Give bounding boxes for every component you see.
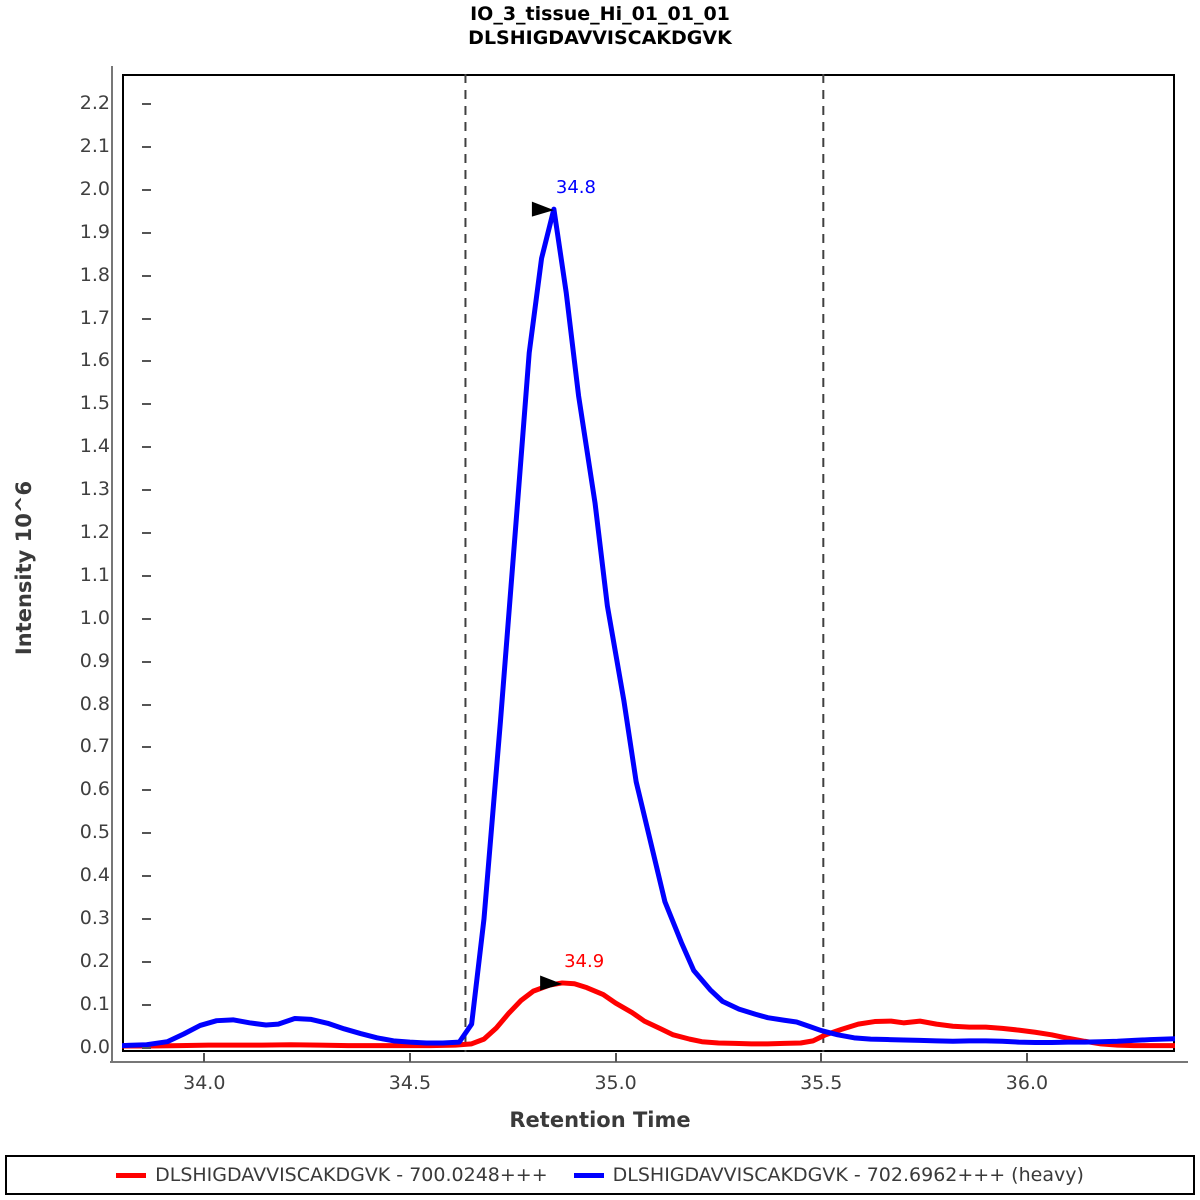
peptide-sequence-title: DLSHIGDAVVISCAKDGVK	[468, 27, 732, 49]
y-tick-label: 1.7	[79, 306, 110, 329]
y-tick-mark	[142, 789, 151, 792]
legend-label-light: DLSHIGDAVVISCAKDGVK - 700.0248+++	[155, 1164, 548, 1186]
y-tick-label: 1.3	[79, 478, 110, 501]
y-axis-label: Intensity 10^6	[12, 480, 36, 656]
x-tick-label: 34.0	[183, 1072, 226, 1094]
y-tick-label: 1.9	[79, 220, 110, 243]
y-tick-mark	[142, 746, 151, 749]
y-tick-label: 1.0	[79, 606, 110, 629]
plot-area-frame	[122, 74, 1175, 1052]
y-tick-mark	[142, 617, 151, 620]
y-tick-mark	[142, 188, 151, 191]
y-tick-label: 0.9	[79, 649, 110, 672]
y-tick-mark	[142, 832, 151, 835]
y-tick-label: 2.2	[79, 92, 110, 115]
peak-apex-marker-heavy[interactable]	[531, 201, 554, 217]
x-axis-spine	[110, 1061, 1188, 1063]
x-tick-label: 36.0	[1005, 1072, 1049, 1094]
y-tick-mark	[142, 360, 151, 363]
page-title: IO_3_tissue_Hi_01_01_01	[470, 3, 730, 25]
y-tick-mark	[142, 960, 151, 963]
y-tick-label: 1.4	[79, 435, 110, 458]
y-tick-label: 2.0	[79, 177, 110, 200]
y-tick-label: 1.8	[79, 263, 110, 286]
y-tick-label: 1.5	[79, 392, 110, 415]
y-tick-mark	[142, 274, 151, 277]
x-tick-mark	[408, 1053, 411, 1062]
y-tick-mark	[142, 574, 151, 577]
y-tick-mark	[142, 1003, 151, 1006]
y-tick-mark	[142, 317, 151, 320]
y-tick-label: 1.2	[79, 520, 110, 543]
y-tick-label: 0.8	[79, 692, 110, 715]
chart-titles: IO_3_tissue_Hi_01_01_01 DLSHIGDAVVISCAKD…	[0, 2, 1200, 50]
y-tick-mark	[142, 489, 151, 492]
y-tick-mark	[142, 875, 151, 878]
legend-color-swatch-light	[116, 1172, 147, 1178]
y-tick-label: 0.6	[79, 778, 110, 801]
trace-line-heavy[interactable]	[122, 206, 1175, 1049]
x-tick-label: 34.5	[388, 1072, 432, 1094]
x-tick-label: 35.5	[800, 1072, 843, 1094]
y-tick-mark	[142, 531, 151, 534]
y-tick-label: 1.1	[79, 563, 110, 586]
y-tick-label: 0.7	[79, 735, 110, 758]
trace-line-light[interactable]	[122, 980, 1175, 1049]
y-tick-mark	[142, 403, 151, 406]
plot-canvas	[122, 74, 1175, 1052]
peak-retention-time-label-light: 34.9	[564, 950, 605, 972]
peak-retention-time-label-heavy: 34.8	[555, 177, 596, 199]
x-tick-mark	[820, 1053, 823, 1062]
y-axis-spine	[111, 66, 113, 1061]
y-tick-label: 1.6	[79, 349, 110, 372]
x-tick-mark	[614, 1053, 617, 1062]
x-axis-label: Retention Time	[509, 1108, 691, 1132]
legend-item-heavy[interactable]: DLSHIGDAVVISCAKDGVK - 702.6962+++ (heavy…	[573, 1164, 1084, 1186]
y-tick-mark	[142, 231, 151, 234]
y-tick-mark	[142, 660, 151, 663]
y-tick-label: 0.1	[79, 992, 110, 1015]
y-tick-label: 0.2	[79, 949, 110, 972]
y-tick-mark	[142, 918, 151, 921]
y-tick-mark	[142, 703, 151, 706]
x-tick-mark	[1025, 1053, 1028, 1062]
y-tick-mark	[142, 1046, 151, 1049]
y-tick-label: 0.0	[79, 1035, 110, 1058]
y-tick-mark	[142, 103, 151, 106]
x-tick-mark	[203, 1053, 206, 1062]
y-tick-label: 2.1	[79, 134, 110, 157]
legend-label-heavy: DLSHIGDAVVISCAKDGVK - 702.6962+++ (heavy…	[612, 1164, 1084, 1186]
peak-apex-marker-light[interactable]	[540, 975, 563, 991]
chart-legend: DLSHIGDAVVISCAKDGVK - 700.0248+++ DLSHIG…	[5, 1155, 1195, 1195]
y-axis-ticks: 0.0 0.1 0.2 0.3 0.4 0.5 0.6 0.7 0.8 0.9 1.0 1.1 1.2 1…	[30, 0, 151, 1200]
y-tick-mark	[142, 446, 151, 449]
legend-item-light[interactable]: DLSHIGDAVVISCAKDGVK - 700.0248+++	[116, 1164, 548, 1186]
x-tick-label: 35.0	[594, 1072, 637, 1094]
y-tick-label: 0.4	[79, 864, 110, 887]
legend-color-swatch-heavy	[573, 1172, 604, 1178]
y-tick-label: 0.3	[79, 907, 110, 930]
y-tick-label: 0.5	[79, 821, 110, 844]
y-tick-mark	[142, 145, 151, 148]
